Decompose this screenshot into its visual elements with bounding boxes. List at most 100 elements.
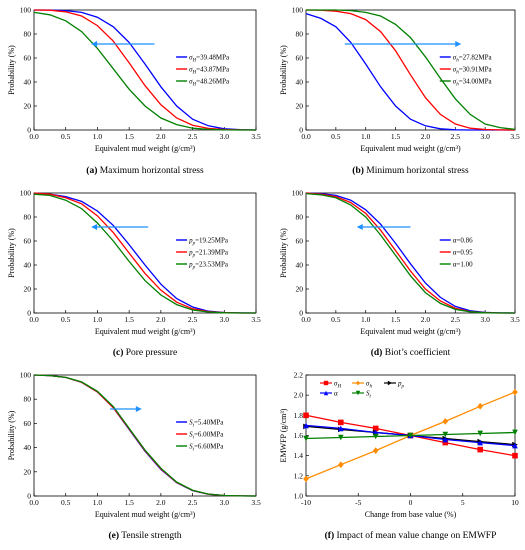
series-line [305, 9, 516, 131]
chart-panel-d: 0.0 0.5 1.0 1.5 2.0 2.5 3.0 3.5 0 20 40 60 80 100 Equi… [279, 189, 520, 359]
x-axis-label: Equivalent mud weight (g/cm³) [95, 327, 196, 336]
data-point [477, 402, 484, 410]
x-tick-label: 0.0 [301, 315, 311, 324]
caption-text: Tensile strength [119, 531, 182, 541]
y-tick-label: 40 [24, 261, 32, 270]
y-tick-label: 40 [296, 78, 304, 87]
caption-text: Minimum horizontal stress [364, 166, 469, 176]
legend-label: St [366, 390, 372, 400]
x-axis-label: Equivalent mud weight (g/cm³) [360, 327, 461, 336]
series-line [34, 9, 257, 131]
panel-caption: (d) Biot’s coefficient [371, 347, 451, 358]
y-tick-label: 40 [24, 78, 32, 87]
legend-label: σh=27.82MPa [453, 54, 493, 64]
legend-label: α [334, 390, 338, 398]
x-tick-label: 1.0 [93, 132, 103, 141]
y-tick-label: 20 [24, 467, 32, 476]
data-point [442, 417, 449, 425]
y-tick-label: 2.0 [294, 391, 304, 400]
caption-letter: (f) [325, 530, 335, 541]
y-axis-label: Probability (%) [7, 228, 16, 278]
x-tick-label: -5 [355, 498, 361, 507]
shift-arrow-head [455, 41, 462, 47]
x-tick-label: 5 [461, 498, 465, 507]
legend-label: σH=39.48MPa [189, 54, 230, 64]
plot-frame [305, 192, 516, 314]
x-tick-label: 2.5 [188, 315, 198, 324]
y-tick-label: 40 [296, 261, 304, 270]
y-tick-label: 80 [296, 213, 304, 222]
y-tick-label: 80 [24, 30, 32, 39]
x-tick-label: 0.0 [301, 132, 311, 141]
x-tick-label: 3.5 [251, 132, 261, 141]
x-tick-label: 3.0 [480, 315, 490, 324]
x-tick-label: 3.0 [220, 132, 230, 141]
legend-marker [323, 380, 329, 386]
x-tick-label: 1.5 [124, 315, 134, 324]
legend-label: σH [334, 380, 341, 390]
legend-label: σH=43.87MPa [189, 66, 230, 76]
caption-text: Maximum horizontal stress [97, 166, 204, 176]
x-tick-label: 10 [511, 498, 519, 507]
shift-arrow-head [356, 224, 363, 230]
legend-label: α=1.00 [453, 261, 473, 269]
y-tick-label: 1.2 [294, 471, 304, 480]
panel-caption: (b) Minimum horizontal stress [352, 165, 469, 176]
y-tick-label: 1.4 [294, 451, 304, 460]
y-tick-label: 100 [292, 189, 304, 198]
x-tick-label: 3.5 [251, 315, 261, 324]
legend-label: σh=30.91MPa [453, 66, 493, 76]
x-tick-label: -10 [301, 498, 311, 507]
x-tick-label: 3.0 [480, 132, 490, 141]
caption-text: Pore pressure [123, 348, 177, 358]
y-tick-label: 60 [24, 54, 32, 63]
x-tick-label: 1.5 [124, 498, 134, 507]
x-tick-label: 2.5 [451, 132, 461, 141]
x-tick-label: 3.0 [220, 315, 230, 324]
x-axis-label: Equivalent mud weight (g/cm³) [95, 144, 196, 153]
x-tick-label: 2.5 [188, 498, 198, 507]
x-tick-label: 0.0 [29, 315, 39, 324]
x-axis-label: Equivalent mud weight (g/cm³) [360, 144, 461, 153]
data-point [303, 412, 309, 419]
data-point [303, 435, 309, 442]
legend-label: σh [366, 380, 372, 390]
x-tick-label: 0.0 [29, 498, 39, 507]
plot-frame [33, 374, 257, 497]
legend-label: α=0.95 [453, 249, 473, 257]
x-tick-label: 0.5 [61, 132, 71, 141]
y-tick-label: 1.6 [294, 431, 304, 440]
legend-label: St=6.00MPa [189, 431, 224, 441]
data-point [512, 452, 518, 459]
panel-caption: (a) Maximum horizontal stress [86, 165, 204, 176]
legend-label: St=5.40MPa [189, 419, 224, 429]
legend-label: pp=21.39MPa [188, 249, 229, 259]
y-tick-label: 60 [24, 237, 32, 246]
data-point [512, 388, 518, 396]
x-tick-label: 3.5 [510, 315, 520, 324]
caption-text: Biot’s coefficient [382, 347, 450, 358]
data-point [477, 430, 484, 437]
x-tick-label: 0 [409, 498, 413, 507]
data-point [442, 436, 449, 443]
x-tick-label: 2.0 [421, 315, 431, 324]
x-tick-label: 2.5 [451, 315, 461, 324]
data-point [372, 433, 379, 440]
series-line [305, 12, 515, 131]
y-tick-label: 0 [27, 309, 31, 318]
data-point [477, 439, 484, 446]
y-tick-label: 1.8 [294, 411, 304, 420]
data-point [337, 425, 344, 432]
data-point [337, 419, 344, 426]
y-tick-label: 0 [299, 126, 303, 135]
x-axis-label: Change from base value (%) [365, 510, 457, 519]
x-tick-label: 3.0 [220, 498, 230, 507]
y-tick-label: 0 [27, 126, 31, 135]
panel-caption: (f) Impact of mean value change on EMWFP [325, 530, 497, 541]
y-tick-label: 80 [24, 213, 32, 222]
y-tick-label: 60 [296, 237, 304, 246]
x-tick-label: 2.0 [156, 315, 166, 324]
legend-marker [355, 380, 361, 386]
panel-caption: (e) Tensile strength [108, 530, 181, 541]
